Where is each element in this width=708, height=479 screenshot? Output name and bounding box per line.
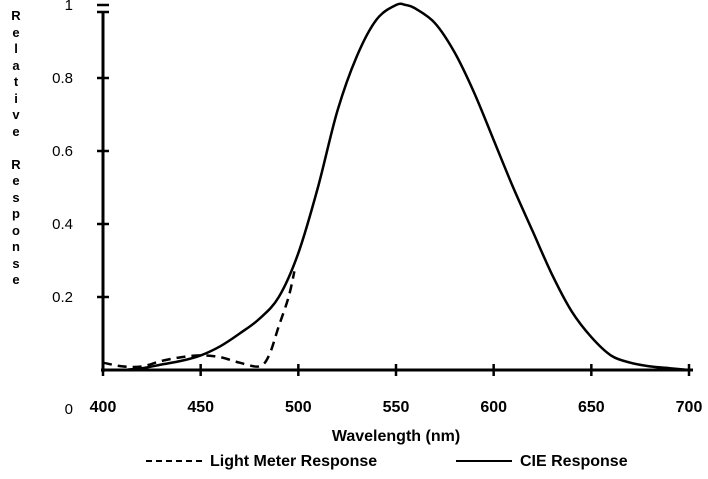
y-label-letter: t — [13, 74, 19, 89]
y-tick-label: 0.8 — [52, 70, 73, 87]
y-label-letter: v — [12, 107, 20, 122]
y-label-letter: i — [14, 90, 18, 106]
legend: Light Meter Response CIE Response — [146, 453, 628, 470]
x-tick-label: 700 — [676, 399, 703, 416]
y-label-letter: n — [12, 239, 20, 254]
series-line-light-meter — [102, 271, 296, 369]
x-tick-label: 550 — [383, 399, 410, 416]
labels: 0 0.2 0.4 0.6 0.8 1 400 450 500 550 600 650 700 Wavel… — [52, 0, 702, 445]
y-label-letter: o — [12, 222, 20, 238]
y-label-letter: e — [12, 173, 20, 188]
y-tick-label: 0.2 — [52, 289, 73, 306]
x-tick-label: 400 — [90, 399, 117, 416]
y-tick-label: 1 — [65, 0, 73, 14]
y-label-letter: e — [12, 123, 20, 139]
x-tick-label: 500 — [285, 399, 312, 416]
y-label-letter: e — [12, 272, 20, 287]
x-tick-label: 600 — [480, 399, 507, 416]
y-label-letter: s — [12, 189, 20, 205]
x-tick-label: 650 — [578, 399, 605, 416]
y-label-letter: a — [12, 57, 20, 73]
y-tick-label: 0.4 — [52, 216, 73, 233]
legend-label: CIE Response — [520, 453, 628, 470]
y-label-letter: p — [12, 206, 20, 221]
y-label-letter: e — [12, 24, 20, 40]
y-label-letter: R — [11, 8, 21, 23]
legend-label: Light Meter Response — [210, 453, 377, 470]
x-tick-label: 450 — [187, 399, 214, 416]
y-label-letter: l — [14, 41, 18, 56]
axes — [97, 3, 693, 376]
y-tick-label: 0 — [65, 401, 73, 418]
x-axis-title: Wavelength (nm) — [332, 428, 460, 445]
y-label-letter: s — [12, 255, 20, 271]
y-tick-label: 0.6 — [52, 143, 73, 160]
y-label-letter: R — [11, 156, 21, 172]
series-line-cie — [122, 2, 690, 372]
series-layer — [102, 2, 690, 372]
